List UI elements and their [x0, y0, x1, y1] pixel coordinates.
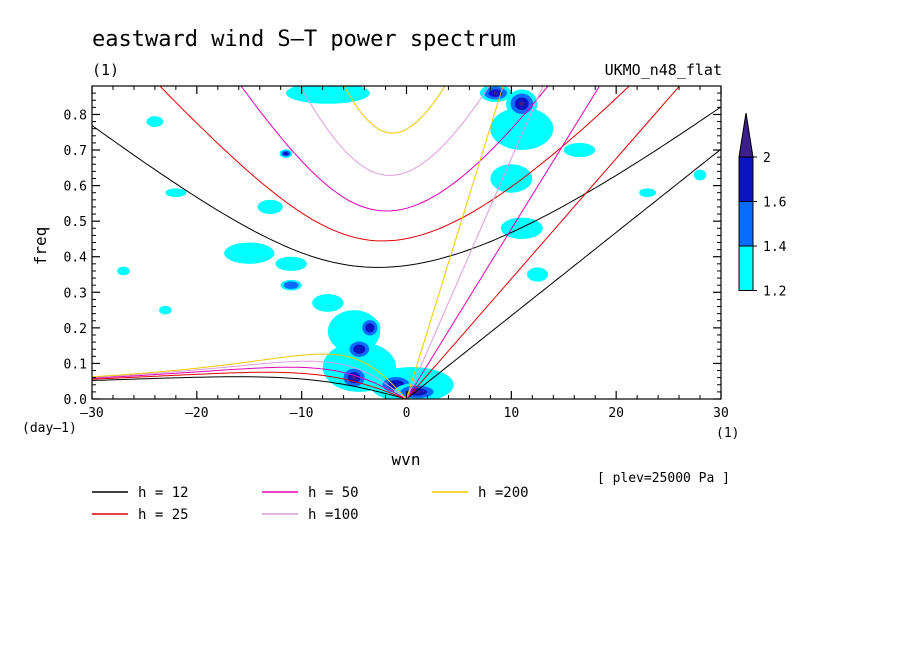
y-tick-label: 0.1: [64, 357, 87, 372]
colorbar-extend-arrow: [738, 112, 754, 158]
dispersion-curve: [406, 86, 681, 399]
x-axis: –30 –20 –10 0 10 20 30: [80, 86, 729, 421]
y-tick-label: 0.3: [64, 286, 87, 301]
dispersion-curve: [159, 86, 630, 242]
contour-blob: [639, 188, 657, 197]
y-tick-label: 0.4: [64, 251, 88, 266]
dispersion-curve: [343, 86, 446, 134]
dispersion-curve: [406, 86, 601, 399]
contour-blob: [490, 107, 554, 151]
y-tick-label: 0.2: [64, 322, 87, 337]
colorbar-swatch: [738, 201, 754, 247]
contour-blob: [527, 267, 549, 282]
contour-blob: [146, 116, 164, 127]
contour-blob: [519, 101, 525, 107]
colorbar-label: 1.6: [763, 196, 786, 211]
contour-blob: [365, 323, 375, 333]
colorbar-label: 1.2: [763, 285, 786, 300]
x-tick-label: –10: [290, 406, 313, 421]
dispersion-curve: [406, 148, 721, 399]
dispersion-curve: [299, 86, 490, 176]
x-tick-label: –20: [185, 406, 208, 421]
colorbar-swatch: [738, 245, 754, 291]
contour-blob: [224, 242, 275, 264]
y-tick-label: 0.7: [64, 144, 87, 159]
legend-label: h = 12: [138, 485, 189, 501]
contour-blob: [285, 86, 370, 104]
dispersion-curve: [406, 86, 504, 399]
y-tick-label: 0.6: [64, 180, 87, 195]
x-tick-label: –30: [80, 406, 103, 421]
dispersion-curve: [92, 106, 721, 268]
chart-title: eastward wind S–T power spectrum: [92, 27, 516, 52]
dispersion-curve: [92, 353, 407, 399]
y-tick-label: 0.0: [64, 393, 87, 408]
contour-blob: [117, 266, 130, 276]
dispersion-curve: [92, 376, 407, 399]
chart-subtitle-right: UKMO_n48_flat: [605, 61, 722, 79]
y-tick-label: 0.8: [64, 108, 87, 123]
dispersion-curve: [406, 86, 544, 399]
contour-blob: [257, 199, 283, 215]
colorbar-swatch: [738, 156, 754, 202]
y-axis-label: freq: [31, 227, 50, 266]
contour-blob: [165, 188, 187, 197]
colorbar: 2 1.6 1.4 1.2: [738, 112, 787, 300]
legend-label: h =200: [478, 485, 529, 501]
contour-blob: [353, 344, 366, 354]
plot-frame: [91, 85, 722, 400]
y-axis-unit: (day–1): [22, 421, 77, 436]
y-axis: 0.0 0.1 0.2 0.3 0.4 0.5 0.6 0.7 0.8: [64, 92, 721, 408]
legend-label: h = 50: [308, 485, 359, 501]
contour-blob: [693, 169, 707, 181]
contour-fill-layer: [117, 86, 707, 399]
x-tick-label: 10: [504, 406, 520, 421]
contour-blob: [493, 91, 499, 95]
dispersion-curve: [92, 360, 407, 399]
x-tick-label: 0: [403, 406, 411, 421]
contour-blob: [563, 142, 596, 158]
dispersion-curves-layer: [92, 86, 721, 399]
dispersion-curve: [92, 366, 407, 399]
contour-blob: [490, 164, 533, 193]
legend-label: h = 25: [138, 507, 189, 523]
contour-blob: [283, 281, 299, 290]
chart-subtitle-left: (1): [92, 61, 119, 79]
dispersion-curve: [92, 371, 407, 399]
contour-blob: [275, 256, 307, 271]
x-axis-unit: (1): [716, 426, 739, 441]
x-axis-label: wvn: [392, 450, 421, 469]
contour-blob: [351, 375, 357, 380]
legend-label: h =100: [308, 507, 359, 523]
contour-blob: [312, 294, 344, 312]
contour-blob: [159, 305, 172, 315]
colorbar-label: 1.4: [763, 240, 787, 255]
x-tick-label: 30: [713, 406, 729, 421]
contour-blob: [283, 151, 289, 156]
x-tick-label: 20: [608, 406, 624, 421]
plev-annotation: [ plev=25000 Pa ]: [597, 471, 730, 486]
legend: h = 12 h = 25 h = 50 h =100 h =200: [92, 485, 529, 523]
y-tick-label: 0.5: [64, 215, 87, 230]
dispersion-curve: [240, 86, 549, 212]
colorbar-label: 2: [763, 151, 771, 166]
